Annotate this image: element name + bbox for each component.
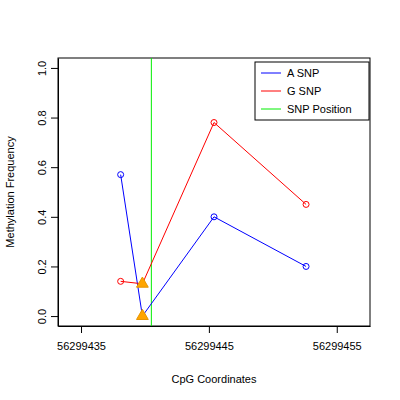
legend: A SNP G SNP SNP Position [255,62,369,120]
chart: 56299435 56299445 56299455 0.0 0.2 0.4 0.6 0.8 1… [0,0,400,400]
y-tick-mark [51,316,58,317]
series-line [121,175,306,316]
y-tick-mark [51,217,58,218]
x-tick-mark [81,326,82,333]
y-tick: 0.0 [36,309,58,324]
y-tick: 0.8 [36,110,58,125]
y-tick-label: 0.8 [36,110,48,125]
y-tick-mark [51,266,58,267]
x-tick-mark [337,326,338,333]
y-tick-mark [51,118,58,119]
legend-swatch [261,109,281,110]
x-tick-mark [209,326,210,333]
y-tick: 0.2 [36,259,58,274]
legend-box [255,62,369,120]
series-line [121,123,306,284]
y-tick-label: 0.6 [36,160,48,175]
plot-frame [58,58,370,326]
snp-point [137,309,149,319]
point [211,120,217,126]
y-tick-label: 1.0 [36,61,48,76]
y-tick-mark [51,167,58,168]
point [118,278,124,284]
x-tick: 56299445 [185,326,234,352]
y-axis-title: Methylation Frequency [4,136,16,248]
legend-label: SNP Position [287,103,352,115]
x-tick-label: 56299455 [313,340,362,352]
x-axis-title: CpG Coordinates [172,373,257,385]
y-tick-label: 0.4 [36,210,48,225]
x-tick-label: 56299435 [57,340,106,352]
x-tick: 56299435 [57,326,106,352]
legend-label: A SNP [287,67,319,79]
point [303,201,309,207]
x-tick: 56299455 [313,326,362,352]
y-tick-label: 0.0 [36,309,48,324]
snp-point [137,277,149,287]
point [303,263,309,269]
legend-swatch [261,91,281,92]
point [118,172,124,178]
y-tick: 0.6 [36,160,58,175]
legend-label: G SNP [287,85,321,97]
snp-position-line [151,58,152,326]
x-axis: 56299435 56299445 56299455 [57,326,370,352]
y-tick-mark [51,68,58,69]
y-axis: 0.0 0.2 0.4 0.6 0.8 1.0 [36,59,59,327]
y-tick-label: 0.2 [36,259,48,274]
legend-swatch [261,73,281,74]
x-tick-label: 56299445 [185,340,234,352]
y-tick: 1.0 [36,61,58,76]
y-tick: 0.4 [36,210,58,225]
point [211,214,217,220]
